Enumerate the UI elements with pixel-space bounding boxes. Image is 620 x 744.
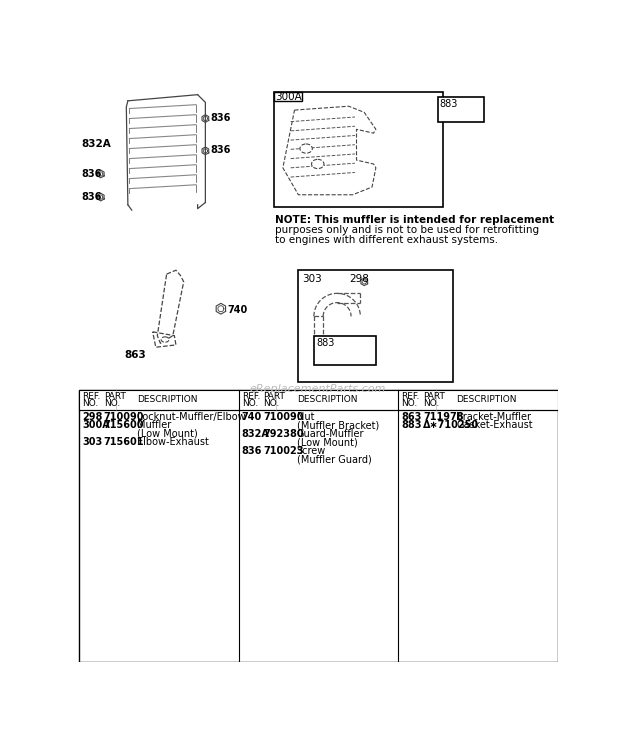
Text: Nut: Nut	[297, 412, 314, 422]
Text: 710023: 710023	[264, 446, 304, 456]
Text: NO.: NO.	[264, 399, 280, 408]
Ellipse shape	[450, 105, 457, 114]
Text: 836: 836	[211, 113, 231, 124]
Text: to engines with different exhaust systems.: to engines with different exhaust system…	[275, 235, 498, 245]
Text: 303: 303	[82, 437, 102, 447]
Text: 832A: 832A	[242, 429, 270, 439]
Text: 710090: 710090	[104, 412, 144, 422]
Text: Δ∗710250: Δ∗710250	[423, 420, 479, 430]
Text: (Low Mount): (Low Mount)	[137, 429, 198, 439]
Text: Screw: Screw	[297, 446, 326, 456]
Bar	[314, 336, 376, 365]
Ellipse shape	[447, 102, 459, 117]
Text: NOTE: This muffler is intended for replacement: NOTE: This muffler is intended for repla…	[275, 215, 554, 225]
Text: 711978: 711978	[423, 412, 464, 422]
Ellipse shape	[348, 341, 361, 359]
Text: Muffler: Muffler	[137, 420, 171, 430]
Text: DESCRIPTION: DESCRIPTION	[297, 395, 357, 404]
Text: (Muffler Guard): (Muffler Guard)	[297, 455, 371, 464]
Text: 715600: 715600	[104, 420, 144, 430]
Text: NO.: NO.	[423, 399, 440, 408]
Ellipse shape	[330, 341, 344, 359]
Text: 836: 836	[211, 146, 231, 155]
Text: (Muffler Bracket): (Muffler Bracket)	[297, 420, 379, 430]
Text: purposes only and is not to be used for retrofitting: purposes only and is not to be used for …	[275, 225, 539, 235]
Bar	[438, 97, 484, 121]
Text: 883: 883	[402, 420, 422, 430]
Ellipse shape	[161, 337, 169, 342]
Bar	[273, 92, 303, 101]
Text: Guard-Muffler: Guard-Muffler	[297, 429, 365, 439]
Text: 300A: 300A	[82, 420, 110, 430]
Text: PART: PART	[104, 392, 126, 401]
Text: 792380: 792380	[264, 429, 304, 439]
Bar	[273, 92, 443, 207]
Text: Gasket-Exhaust: Gasket-Exhaust	[456, 420, 533, 430]
Text: 740: 740	[242, 412, 262, 422]
Text: NO.: NO.	[82, 399, 99, 408]
Text: 298: 298	[82, 412, 102, 422]
Ellipse shape	[334, 346, 340, 355]
Ellipse shape	[467, 106, 474, 113]
Text: Elbow-Exhaust: Elbow-Exhaust	[137, 437, 209, 447]
Text: 836: 836	[242, 446, 262, 456]
Text: 303: 303	[303, 274, 322, 284]
Text: 740: 740	[228, 305, 248, 315]
Text: REF.: REF.	[402, 392, 420, 401]
Text: 836: 836	[81, 192, 102, 202]
Text: 863: 863	[402, 412, 422, 422]
Text: 710090: 710090	[264, 412, 304, 422]
Text: (Low Mount): (Low Mount)	[297, 437, 358, 447]
Text: 863: 863	[124, 350, 146, 359]
Text: Locknut-Muffler/Elbow: Locknut-Muffler/Elbow	[137, 412, 246, 422]
Text: PART: PART	[423, 392, 445, 401]
Ellipse shape	[300, 144, 312, 153]
Text: 883: 883	[440, 98, 458, 109]
Text: DESCRIPTION: DESCRIPTION	[456, 395, 517, 404]
Text: DESCRIPTION: DESCRIPTION	[137, 395, 198, 404]
Text: PART: PART	[264, 392, 285, 401]
Text: eReplacementParts.com: eReplacementParts.com	[250, 384, 386, 394]
Ellipse shape	[465, 103, 476, 116]
Text: NO.: NO.	[104, 399, 120, 408]
Text: REF.: REF.	[242, 392, 260, 401]
Text: 832A: 832A	[81, 139, 111, 150]
Text: 836: 836	[81, 169, 102, 179]
Text: 715601: 715601	[104, 437, 144, 447]
Text: NO.: NO.	[242, 399, 258, 408]
Text: 883: 883	[316, 338, 335, 348]
Text: 298: 298	[348, 274, 369, 284]
Text: REF.: REF.	[82, 392, 100, 401]
Ellipse shape	[352, 346, 358, 355]
Text: 300A: 300A	[275, 92, 302, 103]
Bar	[298, 270, 453, 382]
Text: NO.: NO.	[402, 399, 418, 408]
Ellipse shape	[311, 159, 324, 169]
Bar	[79, 390, 558, 410]
Text: Bracket-Muffler: Bracket-Muffler	[456, 412, 531, 422]
Bar	[79, 390, 558, 662]
